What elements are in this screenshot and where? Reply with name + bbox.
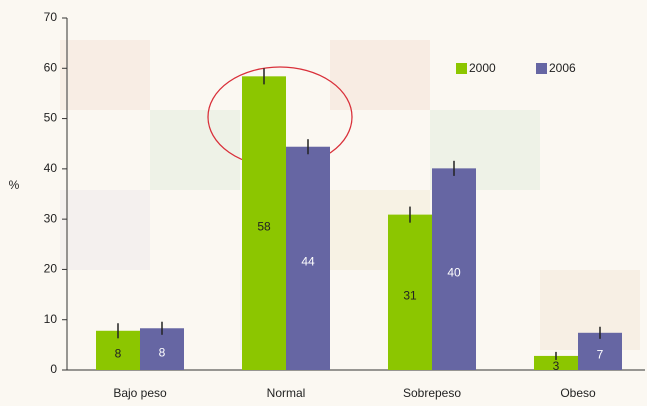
bar xyxy=(286,146,330,370)
value-label: 31 xyxy=(403,288,417,302)
value-label: 58 xyxy=(257,219,271,233)
bar xyxy=(578,332,622,370)
value-label: 8 xyxy=(115,347,122,361)
value-label: 8 xyxy=(159,345,166,359)
value-label: 44 xyxy=(301,255,315,269)
value-label: 7 xyxy=(597,348,604,362)
y-tick-label: 40 xyxy=(44,161,58,175)
x-tick-label: Bajo peso xyxy=(113,386,167,400)
legend-label: 2000 xyxy=(469,61,496,75)
y-tick-label: 30 xyxy=(44,211,58,225)
x-tick-label: Sobrepeso xyxy=(403,386,461,400)
x-tick-label: Obeso xyxy=(560,386,596,400)
y-tick-label: 10 xyxy=(44,312,58,326)
legend-label: 2006 xyxy=(549,61,576,75)
bar xyxy=(388,214,432,370)
y-axis-label: % xyxy=(9,178,20,192)
y-tick-label: 50 xyxy=(44,111,58,125)
bar xyxy=(242,76,286,371)
legend-swatch xyxy=(536,63,547,74)
value-label: 40 xyxy=(447,265,461,279)
y-tick-label: 70 xyxy=(44,10,58,24)
legend-swatch xyxy=(456,63,467,74)
value-label: 3 xyxy=(553,359,560,373)
x-tick-label: Normal xyxy=(267,386,306,400)
y-tick-label: 0 xyxy=(50,362,57,376)
bar xyxy=(432,168,476,370)
bar xyxy=(534,355,578,370)
bar xyxy=(140,328,184,370)
y-tick-label: 60 xyxy=(44,60,58,74)
y-tick-label: 20 xyxy=(44,262,58,276)
